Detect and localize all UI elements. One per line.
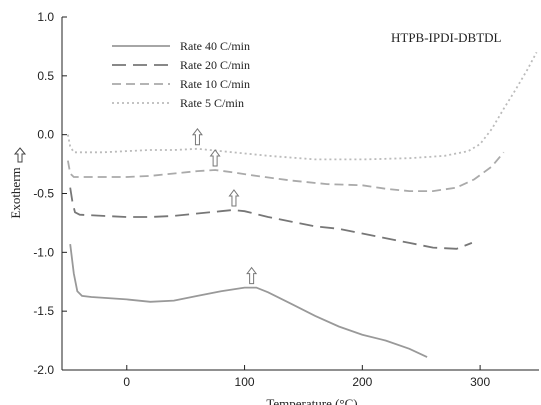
chart-annotation: HTPB-IPDI-DBTDL — [391, 30, 502, 45]
axes: -2.0 -1.5 -1.0 -0.5 0.0 0.5 1.0 0 100 200 300 — [33, 10, 539, 389]
series-line-2 — [69, 187, 473, 250]
legend-label-4: Rate 5 C/min — [180, 96, 244, 110]
peak-markers — [191, 127, 258, 285]
y-tick-label: 0.0 — [37, 128, 54, 142]
x-tick-label: 0 — [123, 375, 130, 389]
y-tick-label: -1.5 — [33, 304, 54, 318]
peak-arrow-icon-2 — [228, 189, 240, 207]
x-tick-label: 200 — [352, 375, 372, 389]
legend-label-2: Rate 20 C/min — [180, 58, 250, 72]
series-layer — [67, 51, 538, 358]
y-tick-label: -0.5 — [33, 187, 54, 201]
x-tick-label: 100 — [235, 375, 255, 389]
series-line-1 — [69, 243, 428, 358]
y-axis-title: Exotherm — [8, 167, 23, 218]
legend: Rate 40 C/min Rate 20 C/min Rate 10 C/min R… — [112, 39, 250, 110]
exotherm-up-arrow-icon — [13, 147, 27, 163]
x-axis-title: Temperature (°C) — [266, 396, 357, 405]
legend-label-3: Rate 10 C/min — [180, 77, 250, 91]
peak-arrow-icon-4 — [191, 127, 203, 146]
y-tick-label: 1.0 — [37, 10, 54, 24]
y-axis-title-group: Exotherm — [8, 147, 27, 219]
peak-arrow-icon-1 — [246, 266, 258, 285]
peak-arrow-icon-3 — [209, 149, 221, 167]
series-line-3 — [67, 151, 505, 192]
legend-label-1: Rate 40 C/min — [180, 39, 250, 53]
series-line-4 — [67, 51, 538, 161]
y-tick-label: -1.0 — [33, 245, 54, 259]
y-tick-label: -2.0 — [33, 363, 54, 377]
y-tick-label: 0.5 — [37, 69, 54, 83]
x-tick-label: 300 — [470, 375, 490, 389]
